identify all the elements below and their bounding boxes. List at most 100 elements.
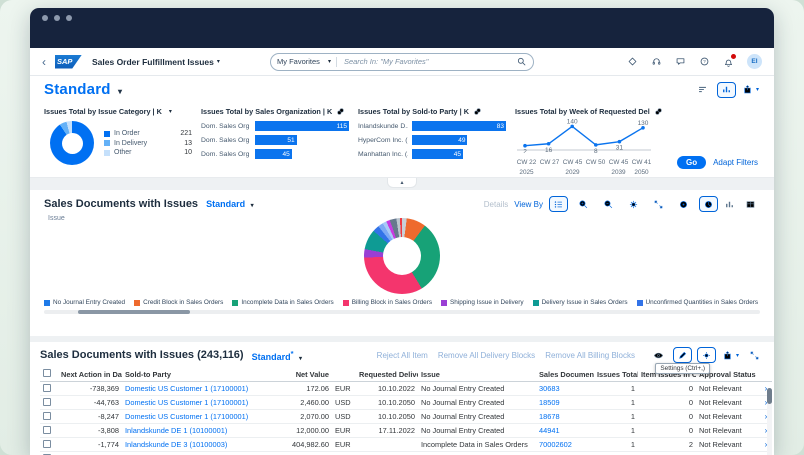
view-by-button[interactable]: View By	[514, 199, 543, 209]
avatar[interactable]: EI	[747, 54, 762, 69]
legend-item[interactable]: Billing Block in Sales Orders	[342, 299, 432, 306]
row-checkbox[interactable]	[43, 439, 51, 448]
sales-document-link[interactable]: 18678	[536, 409, 594, 424]
sales-document-link[interactable]: 70002602	[536, 437, 594, 452]
select-all-checkbox[interactable]	[43, 369, 51, 377]
support-icon[interactable]	[651, 56, 662, 67]
adapt-filters-link[interactable]: Adapt Filters	[713, 158, 758, 167]
legend-item[interactable]: Incomplete Data in Sales Orders	[232, 299, 334, 306]
bar-row[interactable]: HyperCom Inc. (... 49	[358, 135, 468, 145]
notifications-icon[interactable]	[723, 53, 737, 67]
help-icon[interactable]: ?	[699, 56, 710, 67]
issue-category-donut-chart[interactable]	[50, 121, 94, 165]
bar-row[interactable]: Manhattan Inc. (... 45	[358, 149, 463, 159]
chart-variant-chevron-icon[interactable]: ▾	[250, 203, 254, 209]
table-variant-chevron-icon[interactable]: ▾	[299, 355, 303, 362]
legend-toggle-icon[interactable]	[549, 196, 568, 212]
sold-to-party-link[interactable]: Inlandskunde DE 3 (10100003)	[122, 437, 272, 452]
legend-item[interactable]: Unconfirmed Quantities in Sales Orders	[636, 299, 758, 306]
column-header[interactable]: Approval Status	[696, 367, 760, 382]
table-row[interactable]: -1,774 Inlandskunde DE 3 (10100003) 404,98…	[40, 437, 772, 452]
chart-variant[interactable]: Standard ▾	[206, 199, 254, 209]
filters-layout-icon[interactable]	[693, 82, 712, 98]
chart-view-icon[interactable]	[717, 81, 736, 98]
feedback-icon[interactable]	[675, 56, 686, 67]
legend-item[interactable]: Delivery Issue in Sales Orders	[532, 299, 628, 306]
window-maximize-icon[interactable]	[66, 15, 72, 21]
show-hide-details-eye-icon[interactable]	[649, 347, 668, 363]
chart-type-bar-icon[interactable]	[720, 196, 739, 212]
legend-item[interactable]: Other 10	[104, 149, 192, 156]
column-header[interactable]: Net Value	[272, 367, 332, 382]
collapse-chevron-up-icon[interactable]: ▴	[387, 178, 417, 188]
edit-icon[interactable]	[673, 347, 692, 363]
assistant-icon[interactable]	[627, 56, 638, 67]
chart-settings-gear-icon[interactable]	[624, 196, 643, 212]
window-minimize-icon[interactable]	[54, 15, 60, 21]
table-settings-icon[interactable]	[697, 347, 716, 363]
zoom-out-icon[interactable]	[599, 196, 618, 212]
share-icon[interactable]: ▾	[741, 82, 760, 98]
table-row[interactable]: -738,369 Domestic US Customer 1 (17100001…	[40, 381, 772, 396]
row-checkbox[interactable]	[43, 453, 51, 455]
remove-all-delivery-blocks-button[interactable]: Remove All Delivery Blocks	[437, 350, 536, 360]
page-variant-title[interactable]: Standard ▾	[44, 81, 123, 98]
kpi-card-issue-category[interactable]: Issues Total by Issue Category | K ▾ In O…	[44, 103, 192, 177]
row-checkbox[interactable]	[43, 397, 51, 406]
legend-item[interactable]: No Journal Entry Created	[44, 299, 125, 306]
sales-document-link[interactable]: 44941	[536, 423, 594, 438]
zoom-in-icon[interactable]	[574, 196, 593, 212]
row-checkbox[interactable]	[43, 425, 51, 434]
sold-to-party-link[interactable]: Inlandskunde DE 3 (10100003)	[122, 451, 272, 455]
legend-scrollbar-thumb[interactable]	[78, 310, 190, 314]
window-close-icon[interactable]	[42, 15, 48, 21]
bar-row[interactable]: Dom. Sales Org ...115	[201, 121, 349, 131]
shell-search[interactable]: My Favorites ▾	[270, 52, 534, 71]
sold-to-party-link[interactable]: Domestic US Customer 1 (17100001)	[122, 409, 272, 424]
table-row[interactable]: -8,247 Domestic US Customer 1 (17100001) 2…	[40, 409, 772, 424]
table-scrollbar[interactable]	[767, 388, 772, 455]
zoom-reset-icon[interactable]	[674, 196, 693, 212]
bar-row[interactable]: Dom. Sales Org ...45	[201, 149, 292, 159]
row-checkbox[interactable]	[43, 383, 51, 392]
legend-item[interactable]: Credit Block in Sales Orders	[134, 299, 223, 306]
requested-delivery-line-chart[interactable]: 2 16 140 8 31 130	[515, 117, 653, 156]
link-icon[interactable]	[473, 107, 482, 116]
sales-document-link[interactable]: 18509	[536, 395, 594, 410]
sap-logo[interactable]: SAP	[55, 54, 82, 69]
column-header[interactable]: Issue	[418, 367, 536, 382]
kpi-card-requested-delivery-week[interactable]: Issues Total by Week of Requested Deli..…	[515, 103, 663, 177]
export-icon[interactable]: ▾	[721, 347, 740, 363]
column-header[interactable]: Sales Document	[536, 367, 594, 382]
search-input[interactable]	[341, 56, 511, 67]
table-full-screen-icon[interactable]	[745, 347, 764, 363]
bar-row[interactable]: Dom. Sales Org ...51	[201, 135, 297, 145]
table-row[interactable]: -44,763 Domestic US Customer 1 (17100001)…	[40, 395, 772, 410]
table-variant[interactable]: Standard* ▾	[251, 348, 303, 362]
full-screen-icon[interactable]	[649, 196, 668, 212]
table-row[interactable]: -3,808 Inlandskunde DE 1 (10100001) 12,000…	[40, 423, 772, 438]
share-chevron-icon[interactable]: ▾	[755, 87, 759, 93]
sales-document-link[interactable]: 70002600	[536, 451, 594, 455]
legend-item[interactable]: In Order 221	[104, 130, 192, 137]
sales-document-link[interactable]: 30683	[536, 381, 594, 396]
chevron-down-icon[interactable]: ▾	[168, 108, 172, 115]
legend-item[interactable]: In Delivery 13	[104, 140, 192, 147]
legend-item[interactable]: Shipping Issue in Delivery	[441, 299, 524, 306]
sold-to-party-link[interactable]: Domestic US Customer 1 (17100001)	[122, 395, 272, 410]
link-icon[interactable]	[654, 107, 663, 116]
table-view-icon[interactable]	[741, 196, 760, 212]
go-button[interactable]: Go	[676, 156, 707, 169]
app-title-chevron-icon[interactable]: ▾	[216, 59, 220, 65]
back-icon[interactable]: ‹	[42, 54, 46, 69]
column-header[interactable]: Requested Deliver...	[356, 367, 418, 382]
reject-all-items-button[interactable]: Reject All Item	[376, 350, 428, 360]
legend-scrollbar[interactable]	[44, 310, 760, 314]
sold-to-party-link[interactable]: Domestic US Customer 1 (17100001)	[122, 381, 272, 396]
kpi-card-sold-to-party[interactable]: Issues Total by Sold-to Party | K Inland…	[358, 103, 506, 177]
row-checkbox[interactable]	[43, 411, 51, 420]
variant-chevron-icon[interactable]: ▾	[118, 87, 123, 96]
app-title[interactable]: Sales Order Fulfillment Issues	[92, 56, 214, 67]
column-header[interactable]	[332, 367, 356, 382]
